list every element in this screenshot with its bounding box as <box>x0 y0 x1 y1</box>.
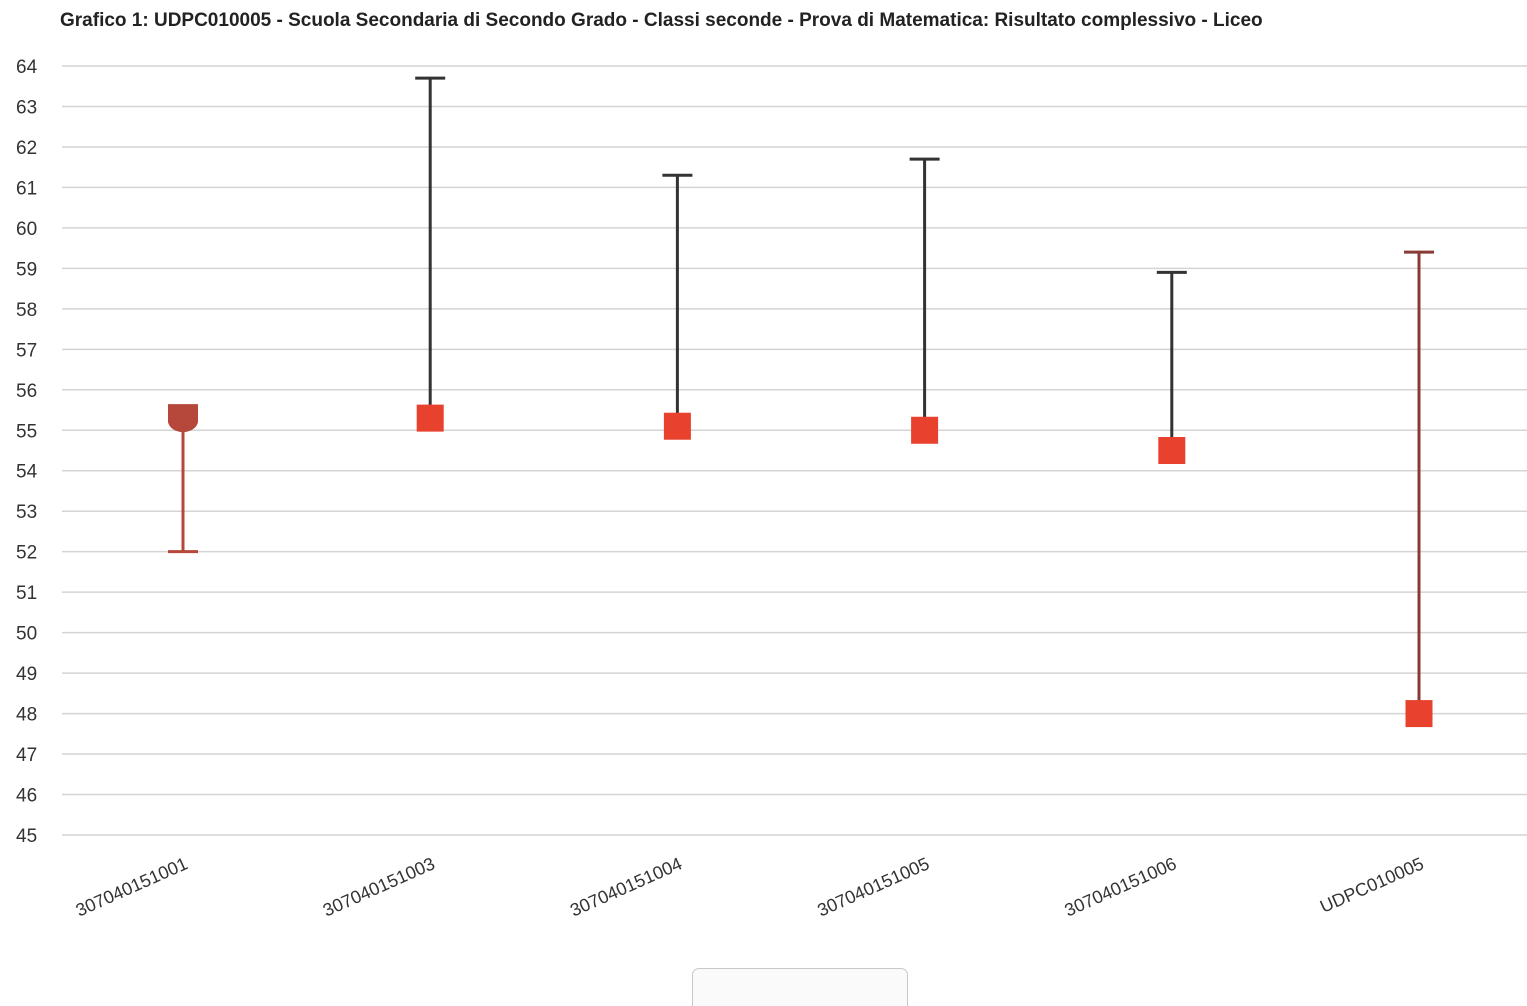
x-tick-label: 307040151006 <box>1062 853 1180 920</box>
y-tick-label: 54 <box>16 462 38 483</box>
data-marker <box>911 416 939 444</box>
y-tick-label: 55 <box>16 421 37 442</box>
scroll-handle[interactable] <box>692 968 908 1006</box>
error-bars <box>168 76 1434 714</box>
y-tick-label: 47 <box>16 745 37 766</box>
y-tick-label: 59 <box>16 259 37 280</box>
y-tick-label: 60 <box>16 219 37 240</box>
y-tick-label: 56 <box>16 381 37 402</box>
y-tick-label: 46 <box>16 786 37 807</box>
error-bar-chart: 64 63 62 61 60 59 58 57 56 55 54 53 52 51 50 49 48 47 46 45… <box>16 57 1527 921</box>
y-tick-label: 50 <box>16 624 37 645</box>
y-tick-label: 58 <box>16 300 37 321</box>
y-tick-label: 45 <box>16 826 37 847</box>
y-tick-label: 57 <box>16 340 37 361</box>
data-marker <box>1158 437 1186 464</box>
data-marker <box>416 404 444 432</box>
y-tick-label: 62 <box>16 138 37 159</box>
data-markers <box>168 404 1433 728</box>
x-tick-label: 307040151001 <box>73 853 191 920</box>
y-tick-label: 48 <box>16 705 37 726</box>
y-tick-label: 61 <box>16 178 37 199</box>
x-axis-tick-labels: 307040151001 307040151003 307040151004 3070… <box>73 853 1427 920</box>
data-marker <box>1405 700 1433 728</box>
y-tick-label: 63 <box>16 97 37 118</box>
chart-title: Grafico 1: UDPC010005 - Scuola Secondari… <box>60 10 1263 31</box>
grid-lines <box>62 65 1527 836</box>
x-tick-label: 307040151005 <box>814 853 932 920</box>
y-tick-label: 49 <box>16 664 37 685</box>
data-marker <box>168 404 198 433</box>
data-marker <box>663 412 691 440</box>
y-tick-label: 53 <box>16 502 37 523</box>
x-tick-label: 307040151003 <box>320 853 438 920</box>
y-axis-tick-labels: 64 63 62 61 60 59 58 57 56 55 54 53 52 51 50 49 48 47 46 45 <box>16 57 38 847</box>
y-tick-label: 52 <box>16 543 37 564</box>
x-tick-label: UDPC010005 <box>1317 853 1427 916</box>
x-tick-label: 307040151004 <box>567 853 685 920</box>
y-tick-label: 64 <box>16 57 38 78</box>
y-tick-label: 51 <box>16 583 37 604</box>
